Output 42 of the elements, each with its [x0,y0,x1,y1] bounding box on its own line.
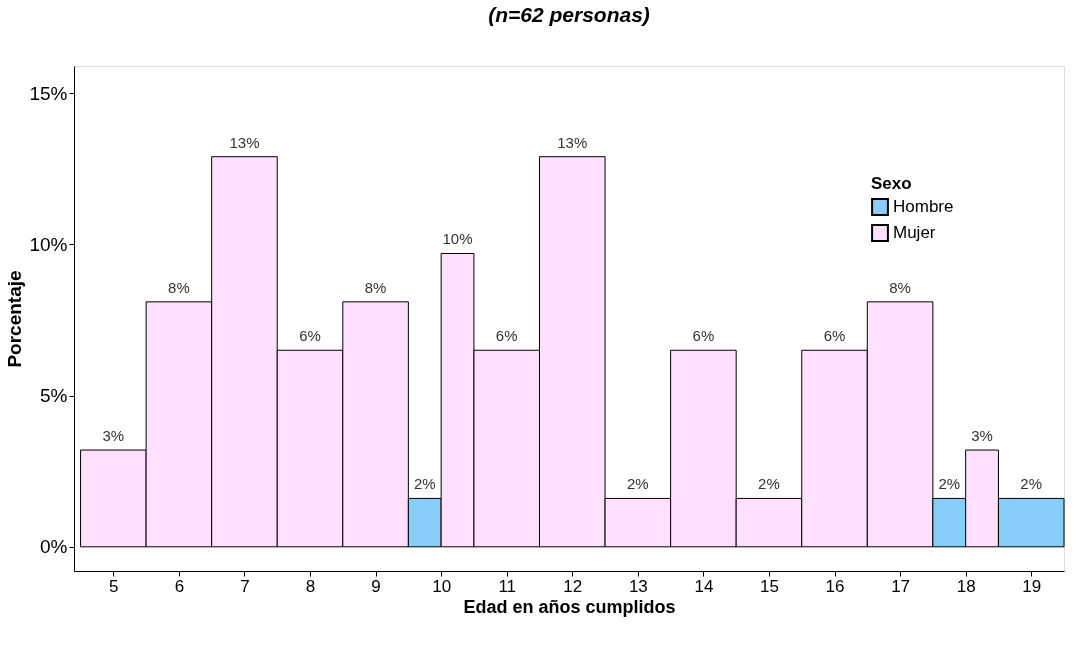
x-tick-label: 14 [694,576,714,596]
data-label: 2% [1020,475,1043,493]
data-label: 6% [495,327,518,345]
data-label: 2% [627,475,649,493]
data-label: 2% [938,475,961,493]
x-tick-label: 18 [956,576,976,596]
x-tick-label: 15 [760,576,779,596]
y-tick-label: 15% [29,82,68,104]
chart-title: (n=62 personas) [488,3,650,26]
x-tick-label: 12 [563,576,583,596]
x-tick-label: 9 [371,576,381,596]
x-tick-label: 5 [109,576,119,596]
x-tick-label: 16 [825,576,845,596]
y-tick-label: 5% [40,385,68,407]
x-axis-title: Edad en años cumplidos [463,596,676,617]
x-tick-label: 7 [240,576,250,596]
y-tick-label: 0% [40,536,68,558]
data-label: 6% [692,327,715,345]
x-tick-label: 10 [432,576,452,596]
data-label: 13% [557,133,588,151]
x-tick-label: 8 [305,576,316,596]
data-label: 3% [971,427,993,445]
data-label: 8% [364,278,387,296]
data-label: 10% [442,230,473,248]
x-tick-label: 6 [174,576,185,596]
legend-title: Sexo [871,174,912,193]
y-axis-title: Porcentaje [4,270,26,368]
x-tick-label: 13 [628,576,648,596]
x-tick-label: 11 [498,576,517,596]
data-label: 3% [102,427,125,445]
data-label: 6% [299,327,321,345]
legend-label: Mujer [893,223,936,242]
data-label: 8% [889,278,911,296]
data-label: 13% [229,133,260,151]
data-label: 6% [823,327,846,345]
legend-label: Hombre [893,197,954,216]
x-tick-label: 19 [1022,576,1042,596]
y-tick-label: 10% [29,233,68,255]
data-label: 2% [758,475,780,493]
data-label: 8% [168,278,190,296]
x-tick-label: 17 [891,576,911,596]
data-label: 2% [413,475,436,493]
